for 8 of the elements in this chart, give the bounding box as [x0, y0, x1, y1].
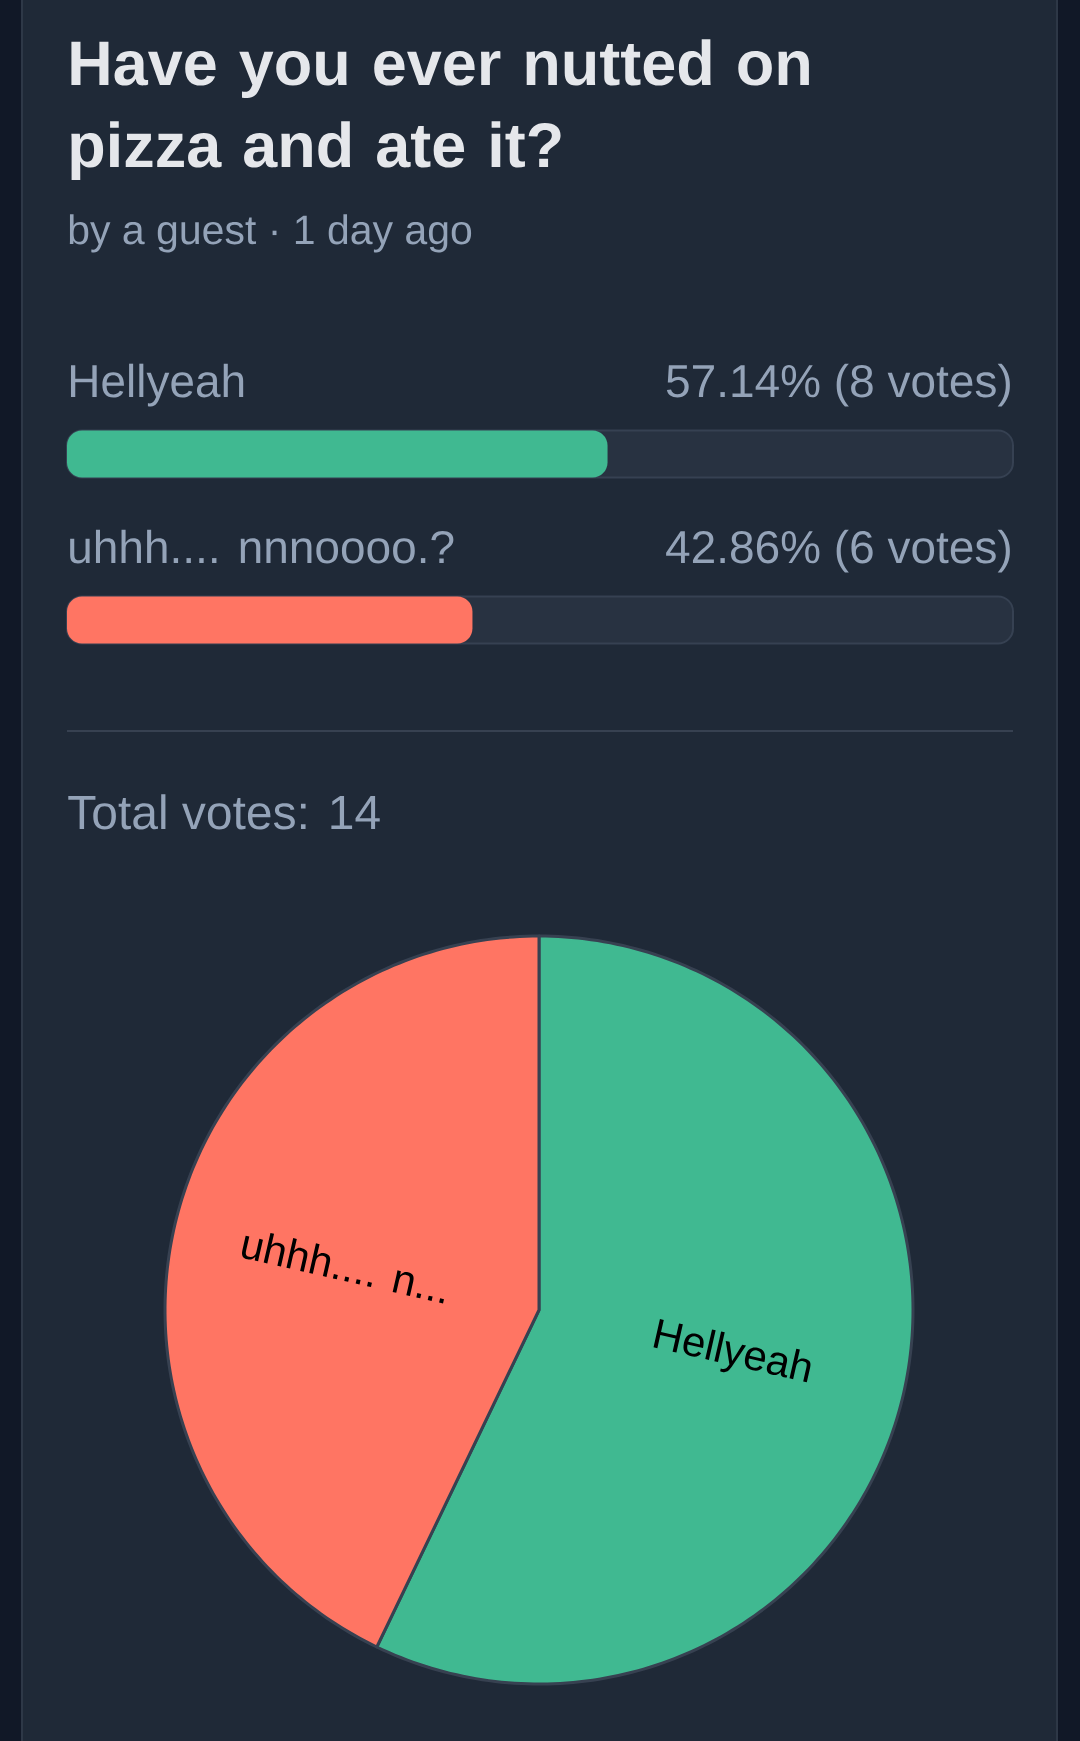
chart-title: Have you ever nutted on pizza and ate it? — [71, 39, 809, 181]
y-tick-label: uhhh.... nnnoooo.? — [70, 529, 454, 564]
text: Total votes: 14 — [68, 794, 380, 830]
data-label: 57.14% (8 votes) — [666, 363, 1010, 407]
slice-label: Hellyeah — [653, 1319, 811, 1383]
chart-subtitle: by a guest · 1 day ago — [69, 214, 472, 253]
slice-label: uhhh.... n... — [241, 1232, 444, 1304]
data-label: 42.86% (6 votes) — [666, 529, 1010, 573]
